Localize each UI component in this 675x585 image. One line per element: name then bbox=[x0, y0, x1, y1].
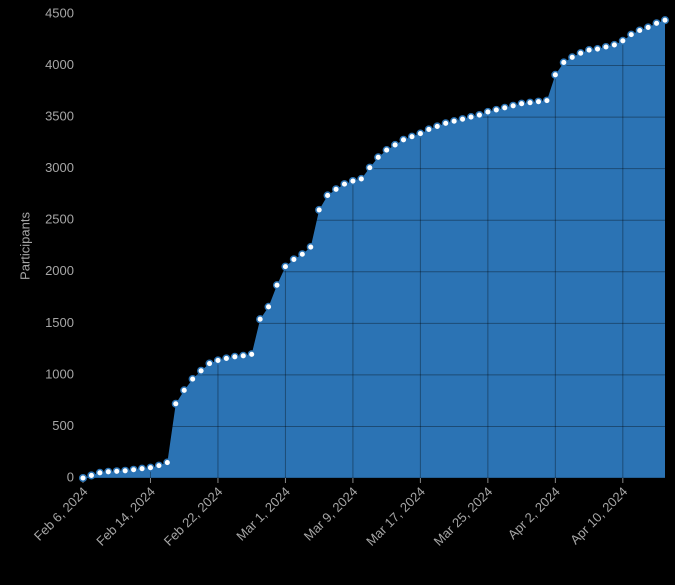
x-tick-label: Mar 1, 2024 bbox=[233, 484, 293, 544]
marker bbox=[256, 315, 265, 324]
marker bbox=[180, 386, 189, 395]
marker bbox=[660, 16, 670, 25]
marker bbox=[475, 110, 484, 120]
marker bbox=[213, 356, 223, 365]
area bbox=[83, 20, 665, 478]
marker bbox=[188, 374, 197, 384]
marker bbox=[585, 46, 594, 55]
marker bbox=[593, 45, 602, 54]
marker bbox=[492, 105, 501, 114]
y-tick-label: 4500 bbox=[45, 5, 74, 20]
marker bbox=[509, 101, 518, 110]
y-tick-label: 2500 bbox=[45, 212, 74, 227]
marker bbox=[365, 163, 374, 172]
marker bbox=[197, 366, 206, 375]
marker bbox=[331, 185, 341, 194]
marker bbox=[281, 262, 290, 271]
marker bbox=[146, 463, 155, 472]
x-tick-label: Mar 17, 2024 bbox=[363, 484, 428, 549]
x-tick-label: Mar 25, 2024 bbox=[431, 484, 496, 549]
marker bbox=[610, 40, 619, 49]
marker bbox=[450, 117, 459, 126]
marker bbox=[424, 125, 433, 134]
x-tick-label: Mar 9, 2024 bbox=[301, 484, 361, 544]
marker bbox=[618, 36, 627, 45]
x-tick-label: Feb 22, 2024 bbox=[161, 484, 226, 549]
y-tick-label: 2000 bbox=[45, 263, 74, 278]
marker bbox=[576, 49, 585, 58]
marker bbox=[95, 468, 104, 477]
marker bbox=[559, 58, 568, 67]
marker bbox=[627, 30, 636, 39]
marker bbox=[306, 242, 315, 252]
marker bbox=[205, 359, 214, 368]
marker bbox=[340, 180, 349, 189]
marker bbox=[239, 351, 248, 360]
marker bbox=[357, 174, 366, 184]
marker bbox=[644, 23, 653, 32]
marker bbox=[391, 140, 400, 150]
y-tick-label: 0 bbox=[67, 469, 74, 484]
marker bbox=[129, 465, 138, 474]
marker bbox=[104, 467, 113, 476]
marker bbox=[534, 97, 543, 106]
marker bbox=[652, 19, 661, 28]
marker bbox=[407, 132, 417, 141]
marker bbox=[542, 96, 551, 105]
marker bbox=[154, 461, 163, 470]
marker bbox=[247, 350, 256, 359]
marker bbox=[483, 107, 492, 117]
marker bbox=[399, 135, 408, 144]
marker bbox=[315, 205, 324, 214]
marker bbox=[601, 42, 611, 52]
marker bbox=[416, 129, 425, 138]
marker bbox=[121, 466, 130, 475]
marker bbox=[78, 473, 88, 483]
marker bbox=[264, 302, 273, 311]
marker bbox=[500, 103, 509, 112]
marker bbox=[517, 99, 526, 108]
marker bbox=[458, 115, 467, 124]
y-tick-label: 500 bbox=[52, 418, 74, 433]
y-tick-label: 3000 bbox=[45, 160, 74, 175]
marker bbox=[374, 153, 383, 162]
marker bbox=[222, 354, 231, 363]
y-tick-label: 4000 bbox=[45, 57, 74, 72]
marker bbox=[87, 471, 96, 480]
marker bbox=[171, 399, 180, 408]
marker bbox=[441, 119, 450, 128]
marker bbox=[230, 352, 239, 361]
marker bbox=[298, 250, 307, 259]
x-tick-label: Apr 10, 2024 bbox=[567, 484, 630, 547]
marker bbox=[112, 467, 121, 476]
marker bbox=[137, 464, 147, 473]
marker bbox=[163, 458, 172, 467]
marker bbox=[382, 146, 391, 155]
x-tick-label: Apr 2, 2024 bbox=[505, 484, 563, 542]
marker bbox=[433, 122, 442, 131]
y-tick-label: 3500 bbox=[45, 109, 74, 124]
y-tick-label: 1500 bbox=[45, 315, 74, 330]
x-tick-label: Feb 14, 2024 bbox=[93, 484, 158, 549]
marker bbox=[466, 113, 476, 122]
marker bbox=[551, 70, 560, 79]
marker bbox=[525, 98, 535, 107]
marker bbox=[568, 53, 577, 62]
marker bbox=[635, 26, 644, 35]
marker bbox=[272, 281, 282, 290]
marker bbox=[348, 176, 357, 186]
y-tick-label: 1000 bbox=[45, 366, 74, 381]
x-tick-label: Feb 6, 2024 bbox=[31, 484, 91, 544]
y-axis-label: Participants bbox=[17, 212, 32, 280]
marker bbox=[289, 255, 298, 264]
marker bbox=[323, 191, 332, 200]
